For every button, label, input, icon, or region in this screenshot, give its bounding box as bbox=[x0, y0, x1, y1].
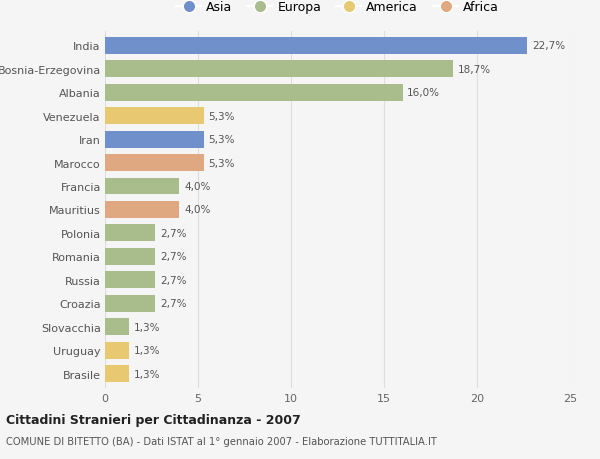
Bar bbox=[105, 61, 453, 78]
Text: 1,3%: 1,3% bbox=[134, 369, 160, 379]
Bar bbox=[105, 272, 155, 289]
Text: 18,7%: 18,7% bbox=[457, 65, 491, 74]
Text: 16,0%: 16,0% bbox=[407, 88, 440, 98]
Text: 4,0%: 4,0% bbox=[184, 205, 211, 215]
Bar bbox=[105, 178, 179, 195]
Text: 1,3%: 1,3% bbox=[134, 346, 160, 355]
Text: Cittadini Stranieri per Cittadinanza - 2007: Cittadini Stranieri per Cittadinanza - 2… bbox=[6, 413, 301, 426]
Bar bbox=[105, 248, 155, 265]
Text: 1,3%: 1,3% bbox=[134, 322, 160, 332]
Text: COMUNE DI BITETTO (BA) - Dati ISTAT al 1° gennaio 2007 - Elaborazione TUTTITALIA: COMUNE DI BITETTO (BA) - Dati ISTAT al 1… bbox=[6, 436, 437, 446]
Bar bbox=[105, 108, 203, 125]
Bar bbox=[105, 225, 155, 242]
Legend: Asia, Europa, America, Africa: Asia, Europa, America, Africa bbox=[176, 1, 499, 14]
Bar bbox=[105, 155, 203, 172]
Bar bbox=[105, 38, 527, 55]
Text: 2,7%: 2,7% bbox=[160, 275, 187, 285]
Text: 2,7%: 2,7% bbox=[160, 229, 187, 238]
Bar bbox=[105, 84, 403, 101]
Text: 5,3%: 5,3% bbox=[208, 158, 235, 168]
Text: 2,7%: 2,7% bbox=[160, 252, 187, 262]
Bar bbox=[105, 202, 179, 218]
Bar bbox=[105, 365, 129, 382]
Text: 5,3%: 5,3% bbox=[208, 112, 235, 121]
Bar bbox=[105, 342, 129, 359]
Text: 5,3%: 5,3% bbox=[208, 135, 235, 145]
Bar bbox=[105, 319, 129, 336]
Text: 2,7%: 2,7% bbox=[160, 299, 187, 308]
Text: 22,7%: 22,7% bbox=[532, 41, 565, 51]
Text: 4,0%: 4,0% bbox=[184, 182, 211, 191]
Bar bbox=[105, 131, 203, 148]
Bar bbox=[105, 295, 155, 312]
